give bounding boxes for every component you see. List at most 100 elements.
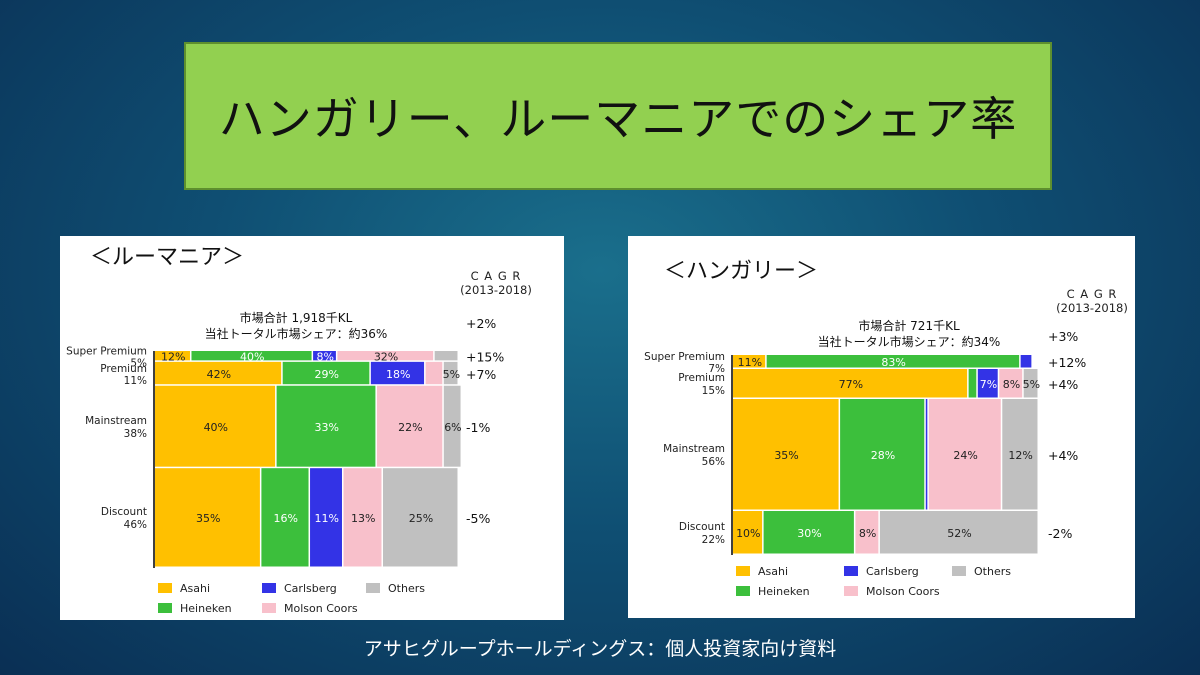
hungary-bar-super-premium-asahi <box>733 355 766 368</box>
romania-segment-share-discount: 46% <box>124 519 147 531</box>
romania-bar-label-discount-asahi: 35% <box>196 512 220 525</box>
romania-legend-swatch-molson-coors <box>262 603 276 613</box>
page-title: ハンガリー、ルーマニアでのシェア率 <box>218 92 1018 146</box>
romania-bar-label-discount-heineken: 16% <box>273 512 297 525</box>
hungary-bar-mainstream-asahi <box>733 399 839 510</box>
romania-bar-super-premium-carlsberg <box>313 351 336 361</box>
romania-segment-share-mainstream: 38% <box>124 428 147 440</box>
romania-segment-share-super-premium: 5% <box>130 357 147 369</box>
hungary-bar-label-mainstream-asahi: 35% <box>774 449 798 462</box>
romania-cagr-premium: +7% <box>466 367 496 382</box>
hungary-cagr-discount: -2% <box>1048 526 1072 541</box>
hungary-bar-discount-molson-coors <box>855 511 879 554</box>
hungary-bar-discount-others <box>879 511 1038 554</box>
hungary-bar-label-premium-molson-coors: 8% <box>1003 378 1020 391</box>
romania-bar-super-premium-molson-coors <box>337 351 434 361</box>
romania-bar-super-premium-asahi <box>155 351 190 361</box>
title-banner: ハンガリー、ルーマニアでのシェア率 <box>184 42 1052 190</box>
romania-segment-share-premium: 11% <box>124 375 147 387</box>
romania-segment-name-super-premium: Super Premium <box>66 345 147 357</box>
romania-mekko-chart: ＜ルーマニア＞ C A G R(2013-2018) 市場合計 1,918千KL当社… <box>66 245 532 615</box>
hungary-legend-swatch-others <box>952 566 966 576</box>
hungary-bar-label-discount-others: 52% <box>947 527 971 540</box>
hungary-cagr-mainstream: +4% <box>1048 448 1078 463</box>
hungary-legend-swatch-heineken <box>736 586 750 596</box>
romania-bar-premium-asahi <box>155 361 282 385</box>
romania-bar-label-mainstream-molson-coors: 22% <box>398 421 422 434</box>
hungary-cagr-premium: +4% <box>1048 377 1078 392</box>
romania-bar-label-premium-heineken: 29% <box>315 368 339 381</box>
hungary-legend-swatch-molson-coors <box>844 586 858 596</box>
hungary-mekko-chart: ＜ハンガリー＞ C A G R(2013-2018) 市場合計 721千KL当社トー… <box>644 259 1128 598</box>
hungary-bar-mainstream-heineken <box>840 399 925 510</box>
romania-bar-label-super-premium-molson-coors: 32% <box>374 350 398 363</box>
hungary-bar-mainstream-carlsberg <box>925 399 928 510</box>
hungary-cagr-header: C A G R <box>1067 287 1118 301</box>
hungary-legend-label-others: Others <box>974 565 1011 578</box>
romania-cagr-super-premium: +15% <box>466 349 504 364</box>
hungary-segment-name-super-premium: Super Premium <box>644 351 725 363</box>
romania-bar-label-mainstream-asahi: 40% <box>204 421 228 434</box>
romania-bar-mainstream-molson-coors <box>376 385 443 467</box>
romania-segment-name-discount: Discount <box>101 506 147 518</box>
hungary-bar-mainstream-others <box>1002 399 1038 510</box>
hungary-market-total: 市場合計 721千KL <box>858 318 960 333</box>
romania-company-share: 当社トータル市場シェア：約36% <box>205 326 388 341</box>
hungary-bar-super-premium-heineken <box>766 355 1020 368</box>
romania-bar-label-premium-others: 5% <box>443 368 460 381</box>
hungary-segment-share-premium: 15% <box>702 385 725 397</box>
romania-bar-mainstream-heineken <box>276 385 376 467</box>
romania-bar-label-discount-molson-coors: 13% <box>351 512 375 525</box>
hungary-bar-label-discount-molson-coors: 8% <box>859 527 876 540</box>
romania-segment-name-premium: Premium <box>100 363 147 375</box>
hungary-legend-label-heineken: Heineken <box>758 585 810 598</box>
romania-bar-label-discount-carlsberg: 11% <box>315 512 339 525</box>
romania-legend-label-molson-coors: Molson Coors <box>284 602 358 615</box>
hungary-bar-mainstream-molson-coors <box>928 399 1001 510</box>
hungary-bar-label-mainstream-others: 12% <box>1008 449 1032 462</box>
hungary-bar-label-discount-asahi: 10% <box>736 527 760 540</box>
romania-bar-super-premium-others <box>434 351 458 361</box>
romania-bar-discount-others <box>383 468 458 567</box>
hungary-cagr-total: +3% <box>1048 329 1078 344</box>
hungary-bar-premium-heineken <box>968 369 977 398</box>
romania-chart-panel: ＜ルーマニア＞ C A G R (2013-2018) 市場合計 1,918千KL 当社… <box>60 236 564 620</box>
romania-cagr-discount: -5% <box>466 511 490 526</box>
romania-bar-label-super-premium-heineken: 40% <box>240 350 264 363</box>
hungary-legend-label-molson-coors: Molson Coors <box>866 585 940 598</box>
hungary-panel-title: ＜ハンガリー＞ <box>664 259 818 284</box>
romania-bar-premium-others <box>443 361 458 385</box>
romania-bar-mainstream-asahi <box>155 385 276 467</box>
hungary-bar-premium-molson-coors <box>999 369 1023 398</box>
romania-legend-label-heineken: Heineken <box>180 602 232 615</box>
hungary-segment-share-mainstream: 56% <box>702 456 725 468</box>
hungary-legend-swatch-carlsberg <box>844 566 858 576</box>
romania-bar-discount-molson-coors <box>343 468 382 567</box>
hungary-bar-premium-others <box>1023 369 1038 398</box>
hungary-bar-label-mainstream-molson-coors: 24% <box>953 449 977 462</box>
hungary-segment-share-super-premium: 7% <box>708 363 725 375</box>
romania-bar-premium-molson-coors <box>425 361 443 385</box>
romania-bar-label-premium-asahi: 42% <box>207 368 231 381</box>
romania-bar-discount-heineken <box>261 468 309 567</box>
romania-cagr-header: C A G R <box>471 269 522 283</box>
hungary-legend-label-carlsberg: Carlsberg <box>866 565 919 578</box>
hungary-cagr-period: (2013-2018) <box>1056 301 1128 315</box>
romania-bar-label-super-premium-carlsberg: 8% <box>317 350 334 363</box>
hungary-bar-discount-asahi <box>733 511 763 554</box>
hungary-bar-label-premium-asahi: 77% <box>839 378 863 391</box>
romania-panel-title: ＜ルーマニア＞ <box>90 245 244 270</box>
hungary-bar-premium-asahi <box>733 369 968 398</box>
romania-bar-premium-heineken <box>282 361 370 385</box>
hungary-bar-label-super-premium-heineken: 83% <box>881 356 905 369</box>
romania-bar-label-mainstream-heineken: 33% <box>315 421 339 434</box>
romania-bar-discount-asahi <box>155 468 260 567</box>
hungary-bar-discount-heineken <box>763 511 854 554</box>
romania-segment-name-mainstream: Mainstream <box>85 415 147 427</box>
romania-bar-mainstream-others <box>443 385 461 467</box>
hungary-bar-label-premium-carlsberg: 7% <box>980 378 997 391</box>
romania-bar-label-mainstream-others: 6% <box>444 421 461 434</box>
romania-legend-label-carlsberg: Carlsberg <box>284 582 337 595</box>
romania-legend-swatch-carlsberg <box>262 583 276 593</box>
romania-bar-label-discount-others: 25% <box>409 512 433 525</box>
